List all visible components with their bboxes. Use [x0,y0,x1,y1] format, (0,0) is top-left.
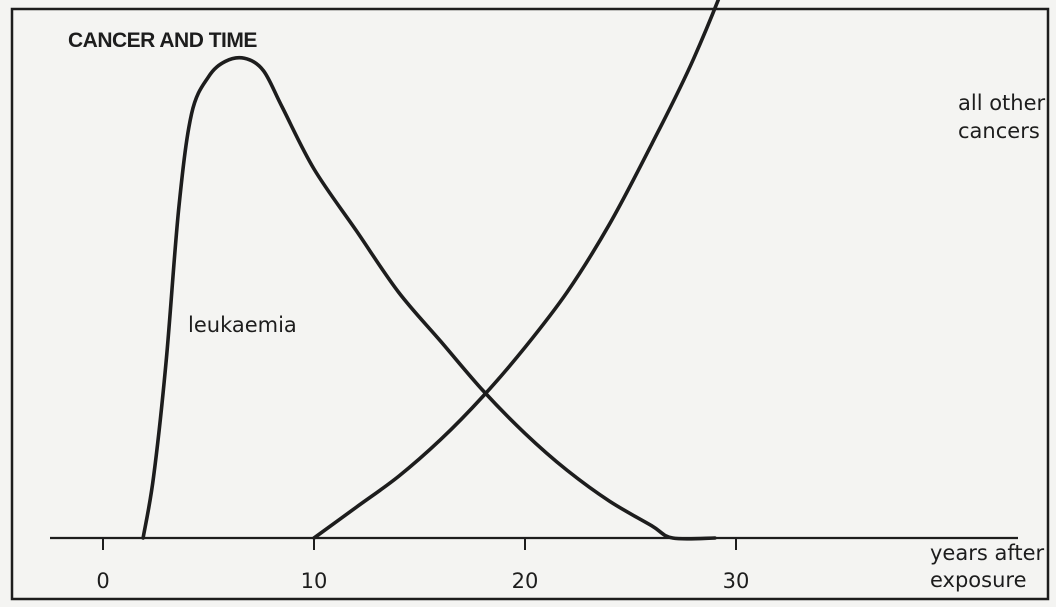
x-tick-label-0: 0 [96,569,109,593]
leukaemia-curve [141,55,717,541]
series-label-other-cancers-line-2: cancers [958,119,1040,143]
all-other-cancers-curve [312,0,721,540]
x-tick-label-30: 30 [723,569,750,593]
x-axis-label-line-2: exposure [930,568,1027,592]
x-axis-label-line-1: years after [930,541,1045,565]
series-label-other-cancers-line-1: all other [958,91,1046,115]
chart-title: CANCER AND TIME [68,29,257,52]
series-label-leukaemia: leukaemia [188,313,297,337]
x-tick-label-10: 10 [301,569,328,593]
x-tick-label-20: 20 [512,569,539,593]
chart-frame [10,7,1050,601]
